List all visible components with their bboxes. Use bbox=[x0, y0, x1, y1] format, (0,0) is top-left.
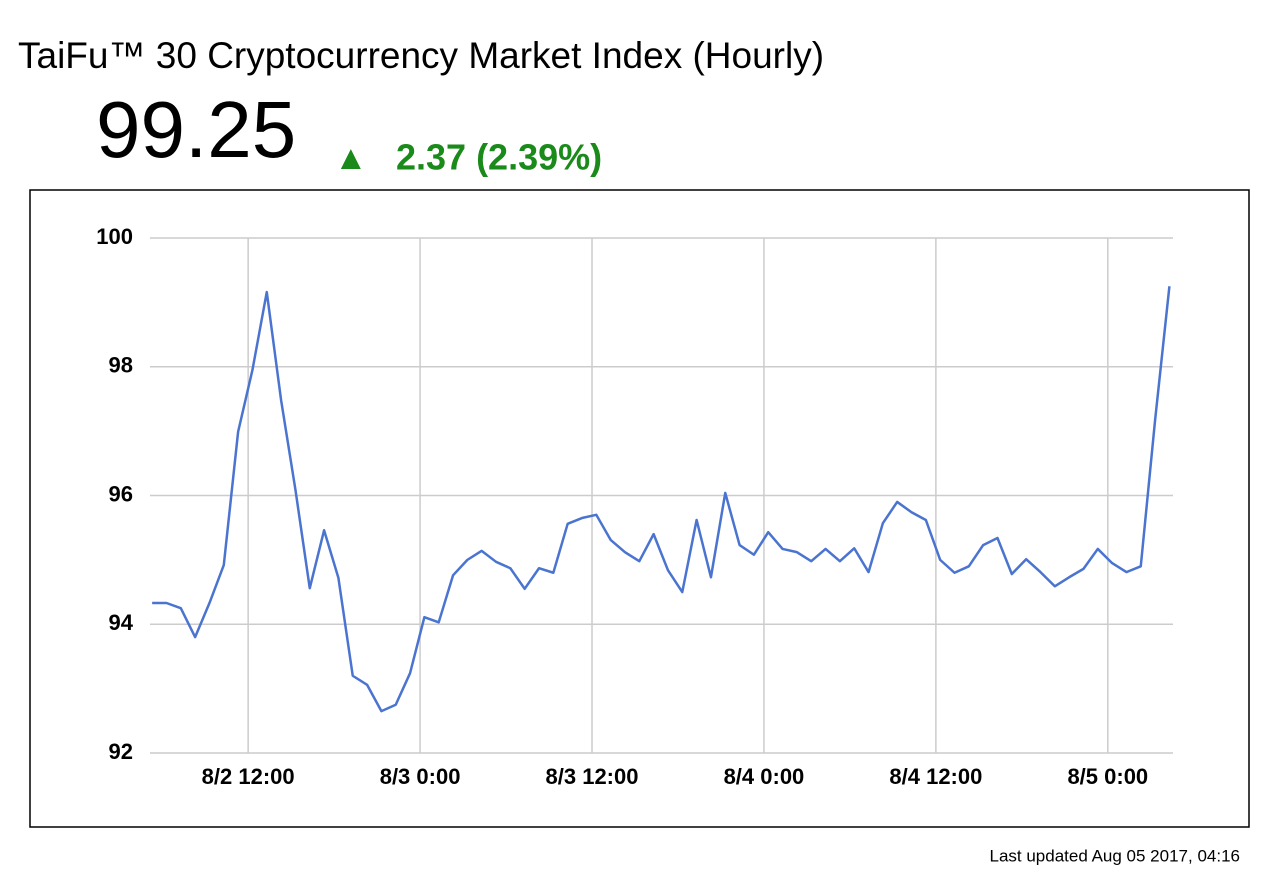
footer: Last updated Aug 05 2017, 04:16 bbox=[989, 846, 1240, 865]
x-tick-label: 8/5 0:00 bbox=[1067, 764, 1148, 789]
line bbox=[152, 286, 1171, 713]
x-tick-label: 8/4 12:00 bbox=[889, 764, 982, 789]
quote-arrow: ▲ bbox=[334, 139, 368, 177]
y-tick-label: 98 bbox=[109, 353, 133, 378]
y-tick-label: 92 bbox=[109, 739, 133, 764]
quote-value: 99.25 bbox=[96, 85, 296, 174]
x-tick-label: 8/3 0:00 bbox=[380, 764, 461, 789]
y-tick-label: 96 bbox=[109, 481, 133, 506]
x-tick-label: 8/2 12:00 bbox=[202, 764, 295, 789]
x-tick-label: 8/3 12:00 bbox=[546, 764, 639, 789]
y-tick-label: 94 bbox=[109, 610, 134, 635]
chart-frame bbox=[29, 189, 1250, 828]
chart-title: TaiFu™ 30 Cryptocurrency Market Index (H… bbox=[18, 35, 824, 76]
x-tick-label: 8/4 0:00 bbox=[724, 764, 805, 789]
y-tick-label: 100 bbox=[96, 224, 133, 249]
quote-change: 2.37 (2.39%) bbox=[396, 137, 602, 178]
